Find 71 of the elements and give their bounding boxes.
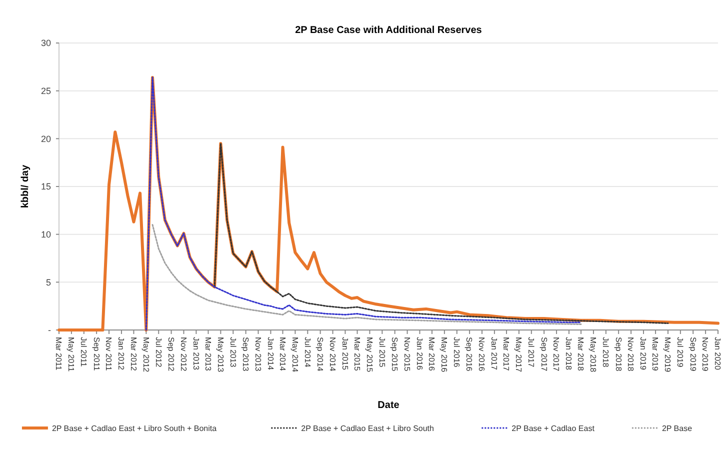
x-tick-label: Nov 2011 (104, 337, 114, 372)
x-tick-label: Mar 2013 (203, 337, 212, 372)
x-tick-label: Jul 2019 (676, 337, 685, 368)
x-tick-label: Jul 2011 (79, 337, 88, 368)
y-tick-label: 5 (46, 277, 51, 288)
line-series (152, 224, 582, 326)
x-tick-label: Nov 2018 (626, 337, 636, 372)
x-tick-label: Nov 2013 (253, 337, 262, 372)
y-axis-title: kbbl/ day (20, 164, 31, 208)
x-tick-label: Jan 2016 (414, 337, 424, 370)
chart-title: 2P Base Case with Additional Reserves (295, 25, 482, 36)
x-tick-label: May 2012 (141, 337, 150, 373)
x-tick-label: Jul 2017 (526, 337, 536, 368)
x-tick-label: May 2015 (364, 337, 374, 373)
x-tick-label: Sep 2017 (539, 337, 548, 372)
x-tick-label: May 2018 (588, 337, 598, 373)
x-tick-label: Jul 2014 (302, 337, 312, 368)
x-tick-label: Jan 2012 (116, 337, 126, 370)
x-tick-label: May 2017 (514, 337, 524, 373)
x-tick-label: Mar 2017 (502, 337, 511, 372)
x-tick-label: Jan 2017 (490, 337, 499, 370)
x-tick-label: Nov 2014 (328, 337, 337, 372)
y-tick-label: 30 (40, 38, 51, 48)
legend-label: 2P Base + Cadlao East + Libro South (301, 424, 434, 433)
x-tick-label: Sep 2012 (166, 337, 176, 372)
x-tick-label: Nov 2012 (178, 337, 188, 372)
x-tick-label: Nov 2019 (700, 337, 710, 372)
x-tick-label: Mar 2011 (54, 337, 64, 371)
y-tick-label: - (48, 325, 51, 336)
x-tick-label: Mar 2015 (352, 337, 362, 372)
x-tick-label: May 2014 (290, 337, 300, 373)
x-tick-label: Sep 2014 (316, 337, 325, 372)
x-axis-title: Date (378, 400, 400, 411)
x-tick-label: Jan 2013 (191, 337, 200, 370)
x-tick-label: Jul 2018 (601, 337, 610, 368)
legend-label: 2P Base + Cadlao East + Libro South + Bonita (52, 424, 218, 433)
x-tick-label: Jan 2015 (340, 337, 350, 370)
x-tick-label: Mar 2012 (128, 337, 138, 372)
legend-label: 2P Base + Cadlao East (512, 424, 596, 433)
x-tick-label: Mar 2016 (427, 337, 436, 372)
x-tick-label: Nov 2015 (402, 337, 412, 372)
x-tick-label: Sep 2013 (241, 337, 250, 372)
x-tick-label: Nov 2017 (552, 337, 561, 372)
y-tick-label: 20 (40, 134, 51, 144)
x-tick-label: Sep 2016 (464, 337, 474, 372)
y-tick-label: 25 (40, 86, 51, 96)
x-tick-label: Sep 2018 (614, 337, 623, 372)
x-tick-label: Jan 2020 (713, 337, 722, 370)
legend-label: 2P Base (662, 424, 693, 433)
x-tick-label: Sep 2019 (688, 337, 698, 372)
x-tick-label: Mar 2014 (278, 337, 287, 372)
x-tick-label: Sep 2015 (390, 337, 400, 372)
line-series (145, 76, 582, 331)
x-tick-label: Jan 2018 (564, 337, 574, 370)
x-tick-label: Jul 2013 (228, 337, 238, 368)
x-tick-label: May 2011 (66, 337, 76, 372)
y-tick-label: 15 (40, 182, 51, 192)
x-tick-label: Mar 2018 (576, 337, 586, 372)
line-series (214, 142, 669, 324)
x-tick-label: Jul 2012 (154, 337, 163, 368)
x-tick-label: Nov 2016 (477, 337, 486, 372)
x-tick-label: Jul 2016 (452, 337, 462, 368)
x-tick-label: May 2013 (216, 337, 225, 373)
x-tick-label: Mar 2019 (650, 337, 660, 372)
x-tick-label: Jan 2014 (266, 337, 275, 370)
x-tick-label: Jan 2019 (638, 337, 648, 370)
x-tick-label: Jul 2015 (377, 337, 386, 368)
x-tick-label: May 2019 (663, 337, 672, 373)
x-tick-label: May 2016 (440, 337, 449, 373)
x-tick-label: Sep 2011 (92, 337, 101, 372)
y-tick-label: 10 (40, 229, 51, 240)
